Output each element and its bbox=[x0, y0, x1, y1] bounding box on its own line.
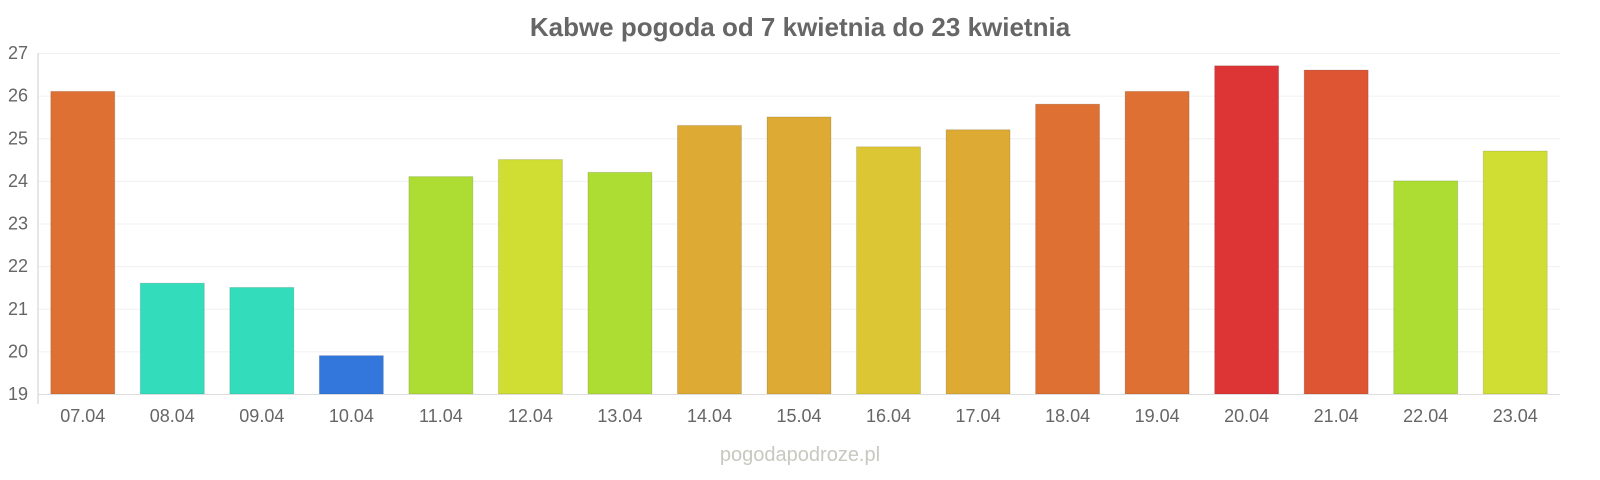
x-tick-label: 12.04 bbox=[508, 406, 553, 426]
y-tick-label: 22 bbox=[8, 256, 28, 276]
x-axis: 07.04 08.04 09.04 10.04 11.04 12.04 13.04 14.04… bbox=[60, 406, 1538, 426]
y-tick-label: 20 bbox=[8, 341, 28, 361]
y-axis: 19 20 21 22 23 24 25 26 27 bbox=[8, 43, 28, 404]
bar-07.04 bbox=[50, 90, 116, 395]
x-tick-label: 08.04 bbox=[150, 406, 195, 426]
bar-22.04 bbox=[1393, 180, 1459, 395]
y-tick-label: 25 bbox=[8, 128, 28, 148]
bar-10.04 bbox=[318, 355, 384, 395]
bar-18.04 bbox=[1035, 103, 1101, 395]
bar-21.04 bbox=[1303, 69, 1369, 395]
y-tick-label: 21 bbox=[8, 299, 28, 319]
y-tick-label: 19 bbox=[8, 384, 28, 404]
y-tick-label: 26 bbox=[8, 86, 28, 106]
watermark: pogodapodroze.pl bbox=[720, 444, 880, 466]
x-tick-label: 23.04 bbox=[1493, 406, 1538, 426]
bar-11.04 bbox=[408, 176, 474, 395]
x-tick-label: 15.04 bbox=[776, 406, 821, 426]
x-tick-label: 16.04 bbox=[866, 406, 911, 426]
bar-23.04 bbox=[1482, 150, 1548, 395]
x-tick-label: 14.04 bbox=[687, 406, 732, 426]
x-tick-label: 10.04 bbox=[329, 406, 374, 426]
bar-17.04 bbox=[945, 129, 1011, 395]
x-tick-label: 21.04 bbox=[1314, 406, 1359, 426]
x-tick-label: 07.04 bbox=[60, 406, 105, 426]
bar-12.04 bbox=[497, 159, 563, 395]
bars bbox=[50, 65, 1548, 395]
x-tick-label: 17.04 bbox=[956, 406, 1001, 426]
bar-16.04 bbox=[856, 146, 922, 395]
bar-15.04 bbox=[766, 116, 832, 395]
x-tick-label: 18.04 bbox=[1045, 406, 1090, 426]
y-tick-label: 23 bbox=[8, 214, 28, 234]
x-tick-label: 09.04 bbox=[239, 406, 284, 426]
x-tick-label: 19.04 bbox=[1135, 406, 1180, 426]
x-tick-label: 13.04 bbox=[597, 406, 642, 426]
bar-20.04 bbox=[1214, 65, 1280, 395]
x-tick-label: 22.04 bbox=[1403, 406, 1448, 426]
chart-title: Kabwe pogoda od 7 kwietnia do 23 kwietni… bbox=[530, 12, 1071, 42]
y-tick-label: 27 bbox=[8, 43, 28, 63]
bar-13.04 bbox=[587, 171, 653, 395]
x-tick-label: 11.04 bbox=[419, 406, 463, 426]
x-tick-label: 20.04 bbox=[1224, 406, 1269, 426]
bar-19.04 bbox=[1124, 90, 1190, 395]
bar-08.04 bbox=[139, 282, 205, 395]
bar-14.04 bbox=[676, 124, 742, 395]
y-tick-label: 24 bbox=[8, 171, 28, 191]
bar-09.04 bbox=[229, 286, 295, 395]
